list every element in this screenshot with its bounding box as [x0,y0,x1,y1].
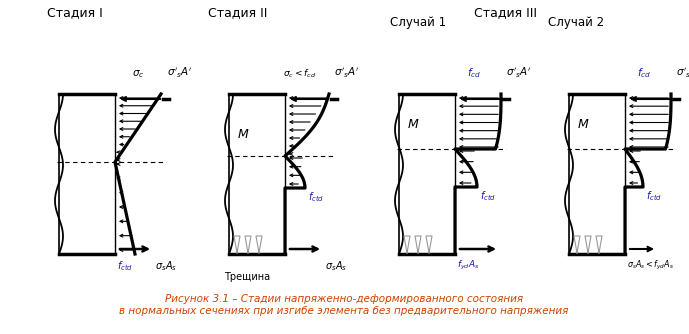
Text: $f_{ctd}$: $f_{ctd}$ [117,259,133,273]
Text: $\sigma'_s A'$: $\sigma'_s A'$ [676,66,689,80]
Text: $\sigma_s A_s < f_{yd} A_s$: $\sigma_s A_s < f_{yd} A_s$ [627,259,674,272]
Text: Стадия I: Стадия I [47,6,103,19]
Text: $f_{cd}$: $f_{cd}$ [637,66,651,80]
Text: $f_{ctd}$: $f_{ctd}$ [480,189,496,203]
Text: $\sigma'_s A'$: $\sigma'_s A'$ [334,66,360,80]
Text: Случай 2: Случай 2 [548,16,604,29]
Text: Стадия II: Стадия II [208,6,268,19]
Text: Стадия III: Стадия III [473,6,537,19]
Text: Трещина: Трещина [224,272,270,282]
Text: $\sigma_c$: $\sigma_c$ [132,68,144,80]
Text: $\sigma_c < f_{cd}$: $\sigma_c < f_{cd}$ [283,67,316,80]
Text: $M$: $M$ [577,118,590,131]
Text: $M$: $M$ [237,128,249,141]
Text: $\sigma_s A_s$: $\sigma_s A_s$ [325,259,347,273]
Text: $f_{ctd}$: $f_{ctd}$ [646,189,662,203]
Text: Случай 1: Случай 1 [390,16,446,29]
Text: $f_{ctd}$: $f_{ctd}$ [308,190,324,204]
Text: $f_{cd}$: $f_{cd}$ [467,66,481,80]
Text: $\sigma_s A_s$: $\sigma_s A_s$ [155,259,177,273]
Text: $\sigma'_s A'$: $\sigma'_s A'$ [506,66,531,80]
Text: $f_{yd} A_s$: $f_{yd} A_s$ [457,259,480,272]
Text: Рисунок 3.1 – Стадии напряженно-деформированного состояния
в нормальных сечениях: Рисунок 3.1 – Стадии напряженно-деформир… [119,294,568,316]
Text: $\sigma'_s A'$: $\sigma'_s A'$ [167,66,192,80]
Text: $M$: $M$ [407,118,420,131]
